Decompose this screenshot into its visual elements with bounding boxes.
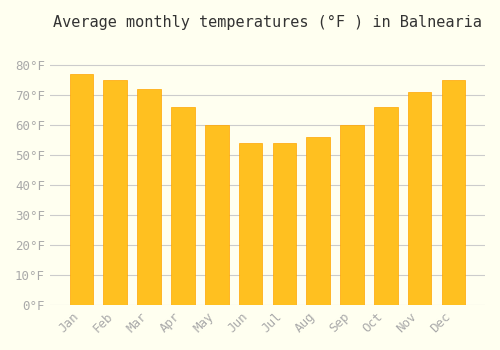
Bar: [442, 80, 465, 305]
Bar: [340, 125, 364, 305]
Bar: [70, 74, 94, 305]
Bar: [171, 107, 194, 305]
Bar: [205, 125, 229, 305]
Bar: [238, 143, 262, 305]
Bar: [138, 89, 161, 305]
Bar: [408, 92, 432, 305]
Title: Average monthly temperatures (°F ) in Balnearia: Average monthly temperatures (°F ) in Ba…: [53, 15, 482, 30]
Bar: [272, 143, 296, 305]
Bar: [374, 107, 398, 305]
Bar: [306, 137, 330, 305]
Bar: [104, 80, 127, 305]
